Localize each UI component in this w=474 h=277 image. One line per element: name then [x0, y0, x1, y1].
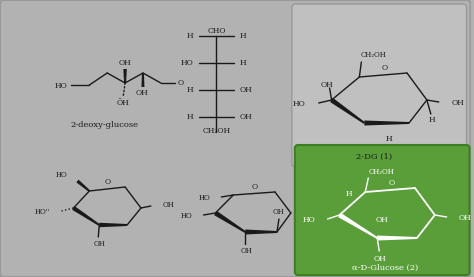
Text: HO: HO	[199, 194, 210, 202]
Text: H: H	[187, 113, 193, 121]
Polygon shape	[141, 73, 145, 87]
Text: HO: HO	[55, 82, 67, 90]
Text: OH: OH	[273, 208, 285, 216]
Text: OH: OH	[163, 201, 174, 209]
Polygon shape	[123, 69, 127, 83]
Text: H: H	[187, 86, 193, 94]
Text: HO: HO	[181, 212, 192, 220]
Text: H: H	[385, 135, 392, 143]
Text: 2-deoxy-glucose: 2-deoxy-glucose	[70, 121, 138, 129]
Text: OH: OH	[459, 214, 471, 222]
Text: OH: OH	[452, 99, 465, 107]
Text: OH: OH	[376, 216, 389, 224]
Text: OH: OH	[136, 89, 148, 97]
Text: H: H	[239, 59, 246, 67]
Text: O: O	[104, 178, 110, 186]
Text: H: H	[187, 32, 193, 40]
Text: OH: OH	[118, 59, 131, 67]
Polygon shape	[330, 98, 365, 124]
Text: HO: HO	[181, 59, 193, 67]
Text: CH₂OH: CH₂OH	[360, 51, 386, 59]
Polygon shape	[377, 235, 417, 240]
FancyBboxPatch shape	[292, 4, 466, 167]
Text: OH: OH	[240, 247, 252, 255]
Text: ŌH: ŌH	[117, 99, 129, 107]
Text: CH₂OH: CH₂OH	[368, 168, 394, 176]
Text: OH: OH	[374, 255, 387, 263]
Text: HO: HO	[293, 100, 306, 108]
Text: O: O	[178, 79, 184, 87]
Polygon shape	[365, 120, 409, 125]
Text: α-D-Glucose (2): α-D-Glucose (2)	[352, 264, 418, 272]
Text: H: H	[346, 190, 352, 198]
Text: HO: HO	[303, 216, 316, 224]
Text: OH: OH	[93, 240, 105, 248]
Text: O: O	[389, 179, 395, 187]
Polygon shape	[72, 206, 100, 226]
Text: OH: OH	[239, 86, 252, 94]
Text: H: H	[239, 32, 246, 40]
Text: H: H	[428, 116, 435, 124]
Text: 2-DG (1): 2-DG (1)	[356, 153, 392, 161]
Polygon shape	[99, 223, 127, 227]
Text: O: O	[252, 183, 258, 191]
Text: HO: HO	[56, 171, 67, 179]
Polygon shape	[245, 230, 277, 235]
Polygon shape	[338, 213, 378, 239]
Text: CH₂OH: CH₂OH	[202, 127, 230, 135]
FancyBboxPatch shape	[295, 145, 470, 275]
Text: OH: OH	[320, 81, 333, 89]
Polygon shape	[214, 211, 246, 233]
Text: CHO: CHO	[207, 27, 226, 35]
Text: HO'': HO''	[35, 208, 51, 216]
Text: O: O	[382, 64, 388, 72]
Text: OH: OH	[239, 113, 252, 121]
Polygon shape	[76, 180, 90, 192]
